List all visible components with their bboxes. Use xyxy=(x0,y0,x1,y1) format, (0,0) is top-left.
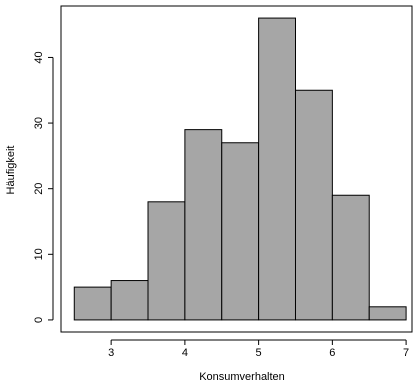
histogram-bar xyxy=(110,280,149,321)
histogram-bar xyxy=(294,89,333,321)
y-tick-label: 10 xyxy=(33,248,45,260)
x-axis: 3 4 5 6 7 xyxy=(108,339,409,359)
x-axis-label: Konsumverhalten xyxy=(199,371,285,383)
x-tick-label: 5 xyxy=(256,347,262,359)
y-axis: 0 10 20 30 40 xyxy=(33,51,54,323)
x-tick-label: 3 xyxy=(108,347,114,359)
y-axis-label: Häufigkeit xyxy=(5,146,17,195)
x-tick-label: 6 xyxy=(329,347,335,359)
y-tick-label: 30 xyxy=(33,117,45,129)
plot-frame xyxy=(60,5,413,333)
histogram-bar xyxy=(147,201,186,321)
histogram-bar xyxy=(184,129,223,321)
histogram-bar xyxy=(258,17,296,321)
histogram-bar xyxy=(73,286,112,321)
x-tick-label: 4 xyxy=(182,347,188,359)
y-tick-label: 40 xyxy=(33,51,45,63)
histogram-bar xyxy=(221,142,260,321)
histogram-bar xyxy=(368,306,407,321)
bars-group xyxy=(73,17,407,321)
histogram-bar xyxy=(331,194,370,321)
y-tick-label: 20 xyxy=(33,183,45,195)
x-tick-label: 7 xyxy=(403,347,409,359)
y-tick-label: 0 xyxy=(33,317,45,323)
